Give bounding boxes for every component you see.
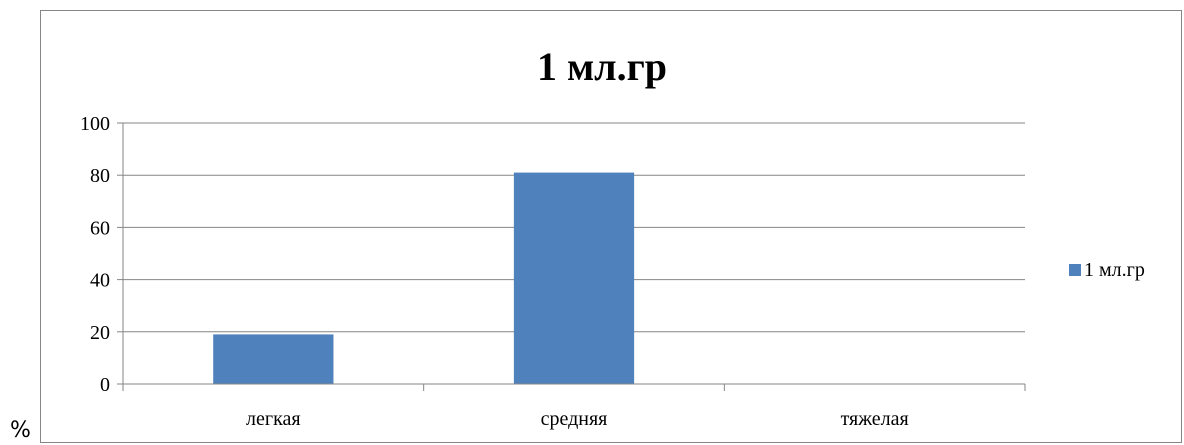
y-tick-label: 20 [90,322,110,344]
legend: 1 мл.гр [1069,259,1145,281]
bar [513,172,635,384]
x-tick-label: легкая [246,408,301,430]
bar [213,334,334,384]
x-tick-label: средняя [541,408,608,430]
y-tick-label: 100 [80,113,110,135]
y-tick-label: 0 [100,374,110,396]
percent-side-label: % [10,418,31,443]
bars-layer [213,172,635,384]
legend-label: 1 мл.гр [1084,259,1145,281]
y-tick-label: 40 [90,270,110,292]
axis-layer: 0 20 40 60 80 100 легкая средняя тяжелая [80,113,1026,430]
y-tick-label: 80 [90,165,110,187]
chart-title: 1 мл.гр [537,44,667,89]
y-tick-label: 60 [90,217,110,239]
legend-swatch [1069,264,1081,276]
x-tick-label: тяжелая [841,408,909,430]
